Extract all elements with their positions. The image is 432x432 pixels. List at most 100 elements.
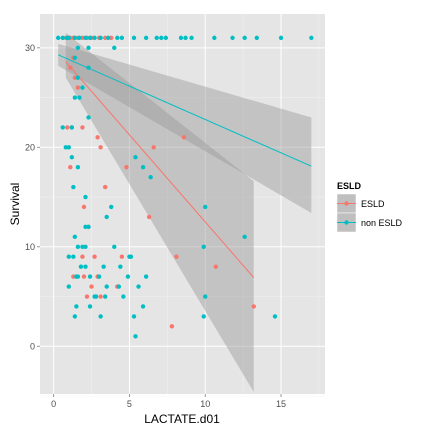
point-non-esld bbox=[133, 155, 138, 160]
point-non-esld bbox=[63, 145, 68, 150]
point-esld bbox=[102, 184, 108, 190]
point-non-esld bbox=[71, 184, 76, 190]
data-points bbox=[55, 35, 314, 339]
point-esld bbox=[98, 145, 103, 150]
point-non-esld bbox=[104, 214, 109, 220]
point-non-esld bbox=[183, 35, 188, 41]
point-non-esld bbox=[131, 314, 137, 319]
point-non-esld bbox=[254, 35, 259, 41]
point-esld bbox=[146, 214, 152, 220]
point-non-esld bbox=[87, 274, 93, 279]
point-non-esld bbox=[86, 224, 91, 230]
legend: ESLD ESLD non ESLD bbox=[336, 181, 403, 233]
x-tick-label: 15 bbox=[276, 399, 286, 409]
point-esld bbox=[81, 274, 87, 279]
point-non-esld bbox=[66, 35, 72, 41]
point-non-esld bbox=[178, 35, 184, 41]
legend-label-non-esld: non ESLD bbox=[361, 218, 403, 228]
point-esld bbox=[181, 135, 187, 140]
point-esld bbox=[169, 324, 175, 329]
point-non-esld bbox=[143, 274, 149, 279]
point-esld bbox=[80, 35, 85, 41]
point-non-esld bbox=[101, 264, 106, 269]
point-non-esld bbox=[72, 35, 78, 41]
confidence-ribbon-non-esld bbox=[58, 43, 312, 213]
point-non-esld bbox=[154, 35, 159, 41]
point-non-esld bbox=[96, 274, 102, 279]
confidence-ribbons bbox=[58, 32, 312, 393]
point-non-esld bbox=[78, 264, 84, 269]
legend-key-esld-dot bbox=[344, 201, 349, 206]
point-non-esld bbox=[80, 244, 85, 249]
point-non-esld bbox=[201, 244, 206, 249]
y-tick-label: 20 bbox=[25, 142, 35, 152]
x-tick-label: 0 bbox=[51, 399, 56, 409]
trend-line-esld bbox=[65, 61, 255, 278]
point-non-esld bbox=[109, 204, 114, 210]
x-axis-ticks: 0 5 10 15 bbox=[51, 394, 286, 409]
point-non-esld bbox=[77, 35, 82, 41]
point-esld bbox=[68, 164, 73, 170]
point-non-esld bbox=[119, 35, 125, 41]
point-non-esld bbox=[72, 95, 78, 100]
point-non-esld bbox=[92, 35, 97, 41]
point-non-esld bbox=[278, 35, 284, 41]
point-non-esld bbox=[66, 145, 72, 150]
point-non-esld bbox=[116, 284, 122, 289]
legend-key-non-esld-dot bbox=[344, 220, 349, 225]
point-non-esld bbox=[66, 254, 72, 259]
point-non-esld bbox=[115, 35, 120, 41]
point-non-esld bbox=[66, 284, 72, 289]
point-non-esld bbox=[203, 204, 208, 210]
point-esld bbox=[81, 204, 87, 210]
point-non-esld bbox=[242, 234, 247, 240]
plot-panel bbox=[40, 14, 325, 394]
y-axis-title: Survival bbox=[8, 183, 22, 226]
legend-key-esld: ESLD bbox=[336, 193, 385, 214]
point-non-esld bbox=[72, 55, 78, 60]
point-esld bbox=[71, 274, 76, 279]
point-non-esld bbox=[92, 294, 97, 299]
point-esld bbox=[89, 284, 94, 289]
point-non-esld bbox=[71, 254, 76, 259]
point-non-esld bbox=[60, 35, 65, 41]
y-tick-label: 10 bbox=[25, 242, 35, 252]
point-non-esld bbox=[143, 35, 149, 41]
point-non-esld bbox=[75, 244, 81, 249]
point-non-esld bbox=[106, 35, 111, 41]
point-non-esld bbox=[203, 294, 208, 299]
legend-label-esld: ESLD bbox=[361, 199, 385, 209]
point-non-esld bbox=[272, 314, 278, 319]
y-axis-ticks: 0 10 20 30 bbox=[25, 43, 40, 351]
point-esld bbox=[80, 254, 85, 259]
point-esld bbox=[151, 145, 156, 150]
point-non-esld bbox=[189, 35, 194, 41]
point-non-esld bbox=[102, 294, 108, 299]
point-non-esld bbox=[83, 224, 88, 230]
point-non-esld bbox=[55, 35, 61, 41]
point-esld bbox=[75, 85, 81, 90]
point-non-esld bbox=[98, 314, 103, 319]
point-esld bbox=[174, 254, 179, 259]
point-non-esld bbox=[86, 45, 91, 51]
point-non-esld bbox=[83, 194, 88, 200]
trend-lines bbox=[57, 54, 312, 278]
point-non-esld bbox=[75, 164, 81, 170]
point-non-esld bbox=[77, 95, 82, 100]
point-non-esld bbox=[136, 284, 141, 289]
point-esld bbox=[84, 294, 90, 299]
point-non-esld bbox=[86, 65, 91, 70]
point-non-esld bbox=[87, 304, 93, 309]
point-non-esld bbox=[69, 125, 75, 130]
point-non-esld bbox=[127, 254, 132, 259]
point-non-esld bbox=[83, 264, 88, 269]
trend-line-non-esld bbox=[57, 54, 312, 167]
point-non-esld bbox=[133, 334, 138, 339]
point-non-esld bbox=[60, 125, 65, 130]
point-non-esld bbox=[112, 45, 117, 51]
point-non-esld bbox=[75, 274, 81, 279]
point-non-esld bbox=[131, 35, 137, 41]
point-non-esld bbox=[72, 314, 78, 319]
point-non-esld bbox=[121, 294, 126, 299]
point-esld bbox=[65, 125, 70, 130]
